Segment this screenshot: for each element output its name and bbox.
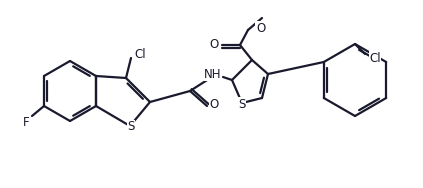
Text: F: F (23, 115, 29, 129)
Text: Cl: Cl (369, 52, 381, 64)
Text: Cl: Cl (134, 49, 146, 61)
Text: O: O (209, 99, 219, 111)
Text: S: S (127, 121, 135, 133)
Text: O: O (209, 37, 219, 51)
Text: NH: NH (204, 67, 222, 80)
Text: O: O (256, 21, 265, 35)
Text: S: S (238, 98, 246, 111)
